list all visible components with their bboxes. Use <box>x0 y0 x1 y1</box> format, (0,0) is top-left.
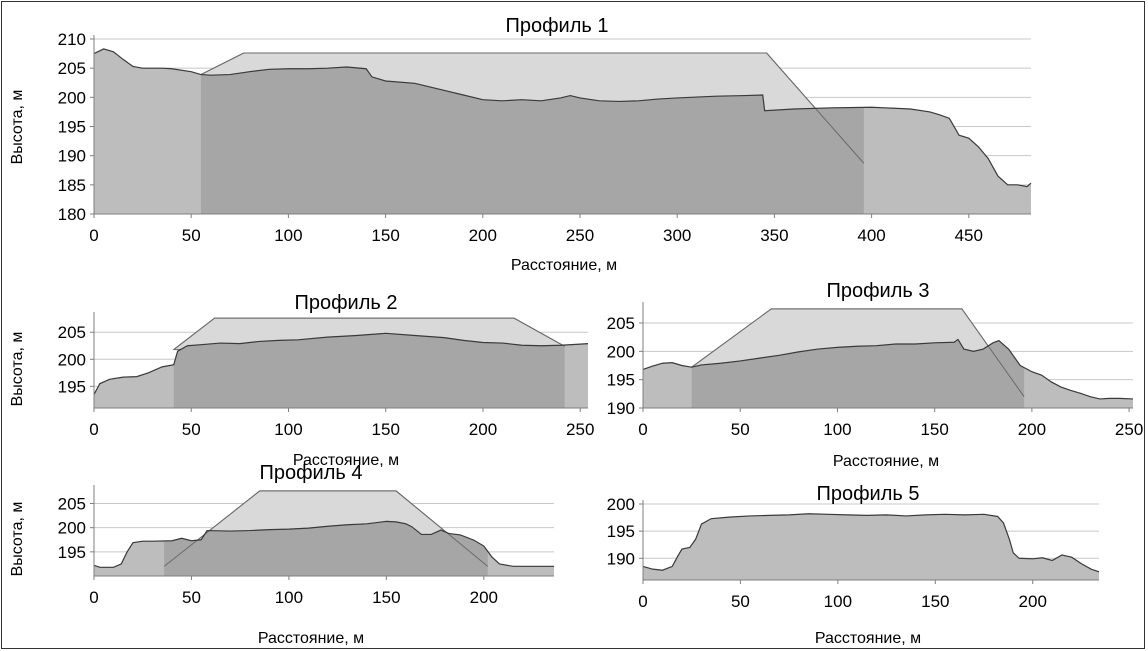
chart-title: Профиль 2 <box>294 292 397 314</box>
chart-title: Профиль 1 <box>505 15 608 37</box>
terrain-area <box>643 513 1099 580</box>
panel-5: 0 50 100 150 200 190 195 200 Профиль 5 Расстояние… <box>607 483 1100 647</box>
design-outline <box>691 308 1025 397</box>
x-tick-label: 200 <box>1019 592 1047 611</box>
chart-title: Профиль 5 <box>816 483 919 505</box>
x-axis-label: Расстояние, м <box>293 452 399 469</box>
x-axis-label: Расстояние, м <box>511 257 617 274</box>
y-tick-label: 205 <box>607 314 635 333</box>
panel-3: 0 50 100 150 200 250 190 195 200 205 Профиль 3 Расс… <box>607 280 1144 470</box>
x-tick-label: 450 <box>955 226 983 245</box>
y-tick-label: 200 <box>58 88 86 107</box>
y-tick-label: 200 <box>607 495 635 514</box>
x-tick-label: 150 <box>921 592 949 611</box>
x-tick-label: 50 <box>182 588 201 607</box>
y-tick-label: 205 <box>58 59 86 78</box>
x-tick-label: 200 <box>469 420 497 439</box>
y-tick-label: 195 <box>58 543 86 562</box>
footprint-area <box>173 333 565 408</box>
x-axis-label: Расстояние, м <box>833 453 939 470</box>
y-tick-label: 180 <box>58 205 86 224</box>
chart-title: Профиль 4 <box>259 462 362 484</box>
y-tick-label: 190 <box>607 399 635 418</box>
x-tick-label: 50 <box>731 592 750 611</box>
panel-1: 0 50 100 150 200 250 300 350 400 450 180 185 190 195 2… <box>9 15 1032 274</box>
terrain-line <box>93 48 1032 188</box>
panel-4: 0 50 100 150 200 195 200 205 Профиль 4 Расстояние… <box>9 462 554 647</box>
x-tick-label: 250 <box>1115 420 1143 439</box>
terrain-line <box>93 520 554 568</box>
y-tick-label: 205 <box>58 495 86 514</box>
x-tick-label: 0 <box>89 420 98 439</box>
x-tick-label: 150 <box>371 226 399 245</box>
y-tick-label: 210 <box>58 30 86 49</box>
y-axis-label: Высота, м <box>9 502 26 577</box>
y-tick-label: 195 <box>58 118 86 137</box>
x-tick-label: 200 <box>470 588 498 607</box>
y-tick-label: 200 <box>58 350 86 369</box>
x-tick-label: 350 <box>760 226 788 245</box>
x-tick-label: 50 <box>182 226 201 245</box>
footprint-area <box>164 521 488 576</box>
x-tick-label: 0 <box>638 420 647 439</box>
terrain-line <box>93 332 589 395</box>
chart-title: Профиль 3 <box>826 280 929 302</box>
x-tick-label: 100 <box>274 226 302 245</box>
x-tick-label: 150 <box>372 420 400 439</box>
y-tick-label: 200 <box>58 519 86 538</box>
terrain-line <box>642 338 1134 400</box>
y-axis-label: Высота, м <box>9 90 26 165</box>
x-tick-label: 250 <box>566 226 594 245</box>
x-axis-label: Расстояние, м <box>258 630 364 647</box>
footprint-area <box>200 67 864 214</box>
x-tick-label: 0 <box>89 226 98 245</box>
design-outline <box>173 317 565 350</box>
y-tick-label: 195 <box>607 371 635 390</box>
x-tick-label: 100 <box>823 420 851 439</box>
terrain-line <box>642 513 1100 573</box>
x-tick-label: 50 <box>182 420 201 439</box>
x-tick-label: 400 <box>857 226 885 245</box>
x-tick-label: 0 <box>638 592 647 611</box>
x-tick-label: 0 <box>89 588 98 607</box>
x-tick-label: 100 <box>824 592 852 611</box>
x-tick-label: 100 <box>274 420 302 439</box>
x-axis-label: Расстояние, м <box>815 630 921 647</box>
x-tick-label: 200 <box>469 226 497 245</box>
design-outline <box>163 490 489 567</box>
panel-2: 0 50 100 150 200 250 195 200 205 Профиль 2 Расстоя… <box>9 292 594 469</box>
x-tick-label: 100 <box>275 588 303 607</box>
y-tick-label: 190 <box>607 549 635 568</box>
x-tick-label: 150 <box>920 420 948 439</box>
y-tick-label: 200 <box>607 342 635 361</box>
y-tick-label: 205 <box>58 323 86 342</box>
x-tick-label: 250 <box>566 420 594 439</box>
x-tick-label: 150 <box>372 588 400 607</box>
x-tick-label: 300 <box>663 226 691 245</box>
y-tick-label: 195 <box>58 377 86 396</box>
x-tick-label: 200 <box>1018 420 1046 439</box>
y-tick-label: 190 <box>58 147 86 166</box>
y-tick-label: 195 <box>607 522 635 541</box>
y-axis-label: Высота, м <box>9 332 26 407</box>
y-tick-label: 185 <box>58 176 86 195</box>
footprint-area <box>691 339 1025 408</box>
x-tick-label: 50 <box>731 420 750 439</box>
